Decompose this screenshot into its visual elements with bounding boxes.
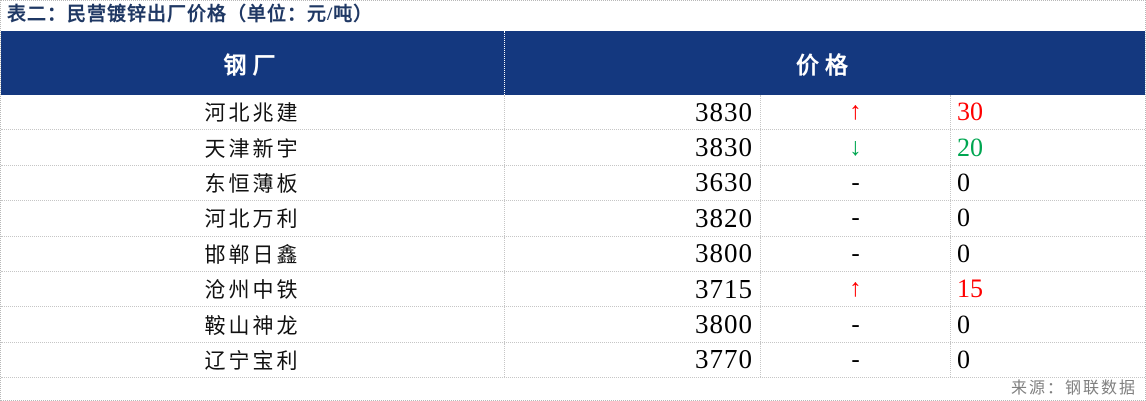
change-value-cell: 30 <box>957 97 983 127</box>
mill-name-cell: 河北万利 <box>1 201 505 236</box>
mill-name-cell: 鞍山神龙 <box>1 307 505 342</box>
table-row: 邯郸日鑫 3800-0 <box>1 236 1145 272</box>
change-arrow: ↑ <box>761 95 951 130</box>
change-value-cell: 0 <box>957 203 970 233</box>
table-row: 河北兆建 3830 ↑ 30 <box>1 95 1145 131</box>
table-row: 沧州中铁 3715 ↑ 15 <box>1 271 1145 308</box>
change-arrow: - <box>761 342 951 378</box>
mill-name-cell: 河北兆建 <box>1 95 505 130</box>
change-arrow: - <box>761 165 951 201</box>
table-header-row: 钢厂 价格 <box>1 31 1145 95</box>
change-value-cell: 0 <box>957 309 970 339</box>
mill-name-cell: 天津新宇 <box>1 130 505 165</box>
mill-name-cell: 邯郸日鑫 <box>1 236 505 271</box>
table-row: 辽宁宝利 3770-0 <box>1 342 1145 379</box>
price-cell: 3800 <box>505 307 761 342</box>
price-cell: 3830 <box>505 95 761 130</box>
table-row: 河北万利 3820-0 <box>1 201 1145 237</box>
table-row: 东恒薄板 3630-0 <box>1 165 1145 202</box>
change-arrow: - <box>761 201 951 236</box>
change-value-cell: 0 <box>957 344 970 374</box>
table-row: 天津新宇 3830 ↓ 20 <box>1 130 1145 166</box>
price-table: 钢厂 价格 河北兆建 3830 ↑ 30 天津新宇 3830 ↓ 20 东恒薄板 3630-0 河北… <box>1 31 1145 379</box>
change-value-cell: 20 <box>957 132 983 162</box>
table-row: 鞍山神龙 3800-0 <box>1 307 1145 343</box>
price-cell: 3820 <box>505 201 761 236</box>
table-body: 河北兆建 3830 ↑ 30 天津新宇 3830 ↓ 20 东恒薄板 3630-0 河北万利 3820… <box>1 95 1145 379</box>
mill-name-cell: 东恒薄板 <box>1 165 505 201</box>
price-cell: 3770 <box>505 342 761 378</box>
change-arrow: ↓ <box>761 130 951 165</box>
mill-name-cell: 沧州中铁 <box>1 271 505 307</box>
change-value-cell: 0 <box>957 167 970 197</box>
header-price-column: 价格 <box>796 53 854 78</box>
source-note: 来源：钢联数据 <box>1010 380 1137 398</box>
price-cell: 3800 <box>505 236 761 271</box>
header-mill-column: 钢厂 <box>1 31 505 95</box>
mill-name-cell: 辽宁宝利 <box>1 342 505 378</box>
change-value-cell: 0 <box>957 238 970 268</box>
price-cell: 3830 <box>505 130 761 165</box>
price-cell: 3630 <box>505 165 761 201</box>
change-arrow: - <box>761 236 951 271</box>
change-value-cell: 15 <box>957 274 983 304</box>
price-cell: 3715 <box>505 271 761 307</box>
change-arrow: ↑ <box>761 271 951 307</box>
table-title: 表二：民营镀锌出厂价格（单位：元/吨） <box>7 4 374 25</box>
change-arrow: - <box>761 307 951 342</box>
